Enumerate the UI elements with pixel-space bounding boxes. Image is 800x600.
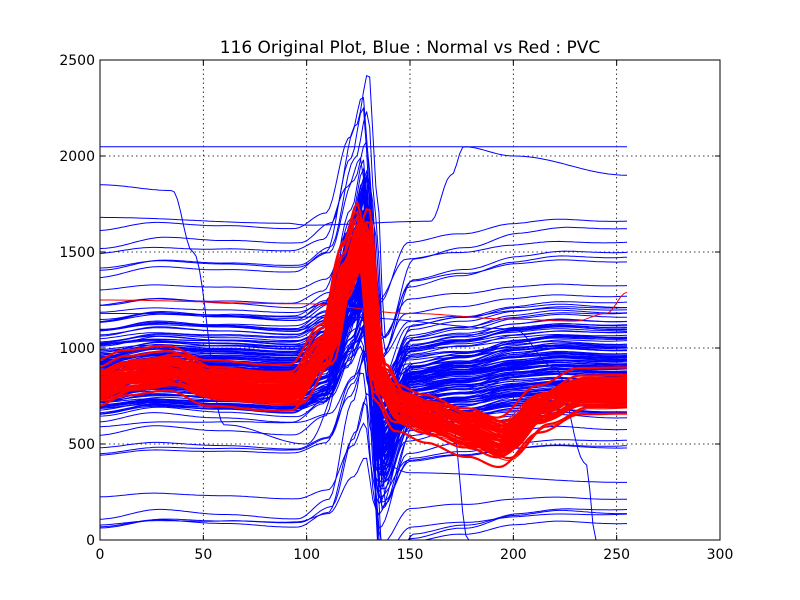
x-tick-label: 150: [397, 547, 424, 563]
normal-beat-line: [100, 198, 628, 386]
axis-layer: 0 50 100 150 200 250 300 0 500 1000 1500 2000 2500: [59, 53, 733, 563]
y-tick-label: 2500: [59, 53, 95, 69]
series-pvc: [100, 200, 628, 469]
normal-artifact-line: [100, 312, 627, 540]
normal-beat-line: [100, 457, 628, 540]
normal-beat-line: [100, 350, 627, 540]
normal-beat-line: [100, 209, 628, 389]
series-normal: [100, 75, 628, 540]
normal-beat-line: [100, 75, 628, 338]
x-tick-label: 200: [500, 547, 527, 563]
y-tick-label: 500: [68, 437, 95, 453]
normal-beat-line: [100, 191, 627, 453]
y-tick-label: 1500: [59, 245, 95, 261]
normal-beat-line: [100, 169, 627, 389]
normal-beat-line: [100, 354, 628, 503]
normal-beat-line: [100, 401, 627, 540]
normal-beat-line: [100, 422, 628, 540]
pvc-outlier-line: [100, 291, 628, 322]
pvc-beat-line: [100, 227, 627, 432]
normal-beat-line: [100, 372, 628, 499]
normal-beat-line: [100, 319, 628, 439]
series-layer: [100, 75, 628, 540]
grid-layer: [100, 60, 720, 540]
normal-beat-line: [100, 167, 627, 420]
y-tick-label: 1000: [59, 341, 95, 357]
normal-beat-line: [100, 392, 628, 540]
normal-beat-line: [100, 97, 628, 304]
pvc-beat-line: [100, 238, 627, 459]
y-tick-label: 0: [86, 533, 95, 549]
normal-beat-line: [100, 347, 627, 508]
x-tick-label: 50: [194, 547, 212, 563]
pvc-beat-line: [100, 226, 627, 447]
normal-beat-line: [100, 106, 628, 361]
normal-beat-line: [100, 111, 628, 352]
normal-beat-line: [100, 200, 628, 340]
chart-title: 116 Original Plot, Blue : Normal vs Red …: [220, 38, 601, 58]
x-tick-label: 0: [96, 547, 105, 563]
x-tick-label: 100: [293, 547, 320, 563]
normal-beat-line: [100, 179, 628, 449]
x-tick-label: 300: [707, 547, 734, 563]
x-tick-label: 250: [603, 547, 630, 563]
y-tick-label: 2000: [59, 149, 95, 165]
